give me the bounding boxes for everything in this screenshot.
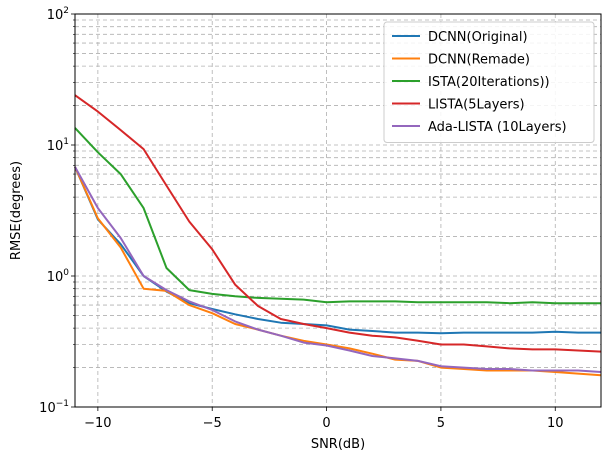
x-tick-label: −5	[203, 416, 222, 431]
series-line	[74, 166, 601, 335]
axis-ticks: −10 −5 0 5 10 10−1 100 101 102	[39, 6, 563, 431]
x-tick-label: −10	[84, 416, 111, 431]
y-tick-label: 100	[47, 268, 70, 285]
legend-label: LISTA(5Layers)	[428, 98, 525, 113]
legend-label: DCNN(Original)	[428, 30, 528, 45]
legend-label: DCNN(Remade)	[428, 53, 530, 68]
series-line	[74, 166, 602, 377]
y-tick-label: 102	[47, 6, 69, 23]
y-tick-label: 101	[47, 137, 69, 154]
legend: DCNN(Original) DCNN(Remade) ISTA(20Iterati…	[383, 21, 595, 143]
series-line	[74, 94, 602, 353]
x-tick-label: 10	[547, 416, 564, 431]
series-lines	[74, 94, 602, 377]
legend-box	[383, 21, 595, 143]
y-tick-label: 10−1	[39, 399, 69, 416]
x-tick-label: 0	[322, 416, 330, 431]
series-line	[74, 127, 601, 305]
series-line	[74, 166, 602, 373]
plot-frame	[74, 13, 602, 408]
x-axis-label: SNR(dB)	[311, 437, 365, 452]
y-axis-label: RMSE(degrees)	[9, 161, 24, 260]
x-tick-label: 5	[437, 416, 445, 431]
legend-label: Ada-LISTA (10Layers)	[428, 120, 567, 135]
legend-label: ISTA(20Iterations))	[428, 75, 550, 90]
